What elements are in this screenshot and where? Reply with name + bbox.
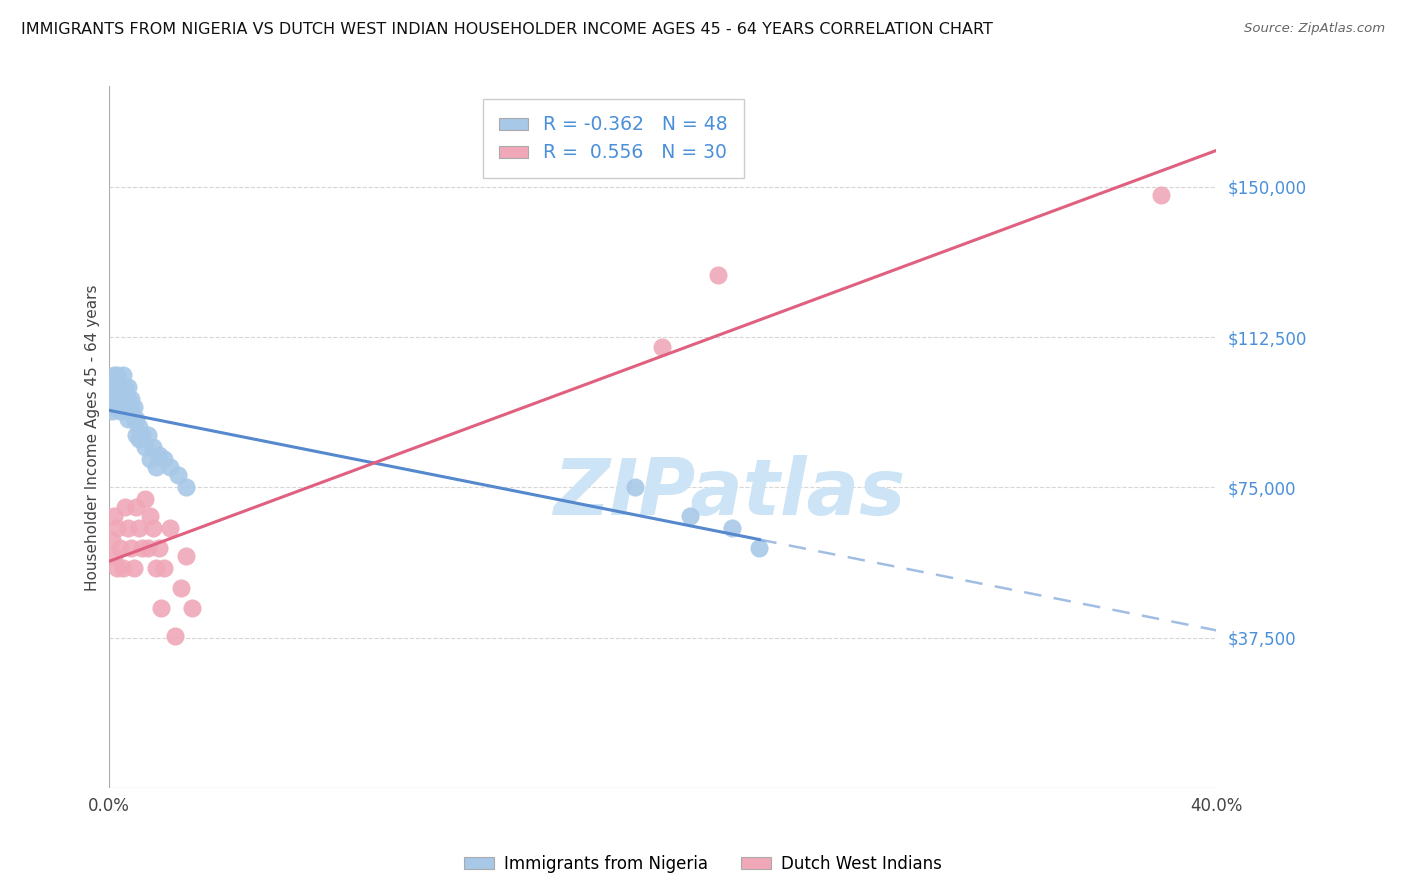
Point bbox=[174, 480, 197, 494]
Point bbox=[111, 560, 134, 574]
Point bbox=[122, 401, 145, 415]
Point bbox=[142, 520, 165, 534]
Point bbox=[103, 401, 125, 415]
Point bbox=[623, 480, 645, 494]
Point bbox=[105, 368, 128, 383]
Point bbox=[108, 541, 131, 555]
Point bbox=[108, 404, 131, 418]
Point bbox=[117, 380, 139, 394]
Point bbox=[103, 549, 125, 563]
Point bbox=[142, 440, 165, 454]
Point bbox=[114, 388, 136, 402]
Point bbox=[105, 520, 128, 534]
Y-axis label: Householder Income Ages 45 - 64 years: Householder Income Ages 45 - 64 years bbox=[86, 284, 100, 591]
Point bbox=[131, 541, 153, 555]
Point bbox=[122, 412, 145, 426]
Point bbox=[103, 392, 125, 407]
Text: IMMIGRANTS FROM NIGERIA VS DUTCH WEST INDIAN HOUSEHOLDER INCOME AGES 45 - 64 YEA: IMMIGRANTS FROM NIGERIA VS DUTCH WEST IN… bbox=[21, 22, 993, 37]
Point bbox=[145, 460, 167, 475]
Point bbox=[136, 428, 159, 442]
Point bbox=[136, 541, 159, 555]
Point bbox=[748, 541, 770, 555]
Point bbox=[122, 560, 145, 574]
Point bbox=[139, 452, 162, 467]
Point bbox=[150, 600, 173, 615]
Point bbox=[651, 340, 673, 354]
Point bbox=[128, 432, 150, 446]
Text: Source: ZipAtlas.com: Source: ZipAtlas.com bbox=[1244, 22, 1385, 36]
Point bbox=[120, 404, 142, 418]
Point bbox=[105, 380, 128, 394]
Point bbox=[148, 448, 170, 462]
Point bbox=[114, 380, 136, 394]
Point bbox=[174, 549, 197, 563]
Point bbox=[111, 401, 134, 415]
Point bbox=[103, 380, 125, 394]
Point bbox=[105, 388, 128, 402]
Point bbox=[180, 600, 202, 615]
Point bbox=[117, 412, 139, 426]
Point bbox=[111, 368, 134, 383]
Point bbox=[153, 560, 176, 574]
Point bbox=[100, 392, 122, 407]
Point bbox=[117, 392, 139, 407]
Point bbox=[679, 508, 702, 523]
Point bbox=[103, 508, 125, 523]
Point bbox=[111, 392, 134, 407]
Point bbox=[117, 520, 139, 534]
Point bbox=[131, 428, 153, 442]
Point bbox=[167, 468, 190, 483]
Legend: Immigrants from Nigeria, Dutch West Indians: Immigrants from Nigeria, Dutch West Indi… bbox=[457, 848, 949, 880]
Point bbox=[148, 541, 170, 555]
Point bbox=[120, 541, 142, 555]
Point bbox=[128, 420, 150, 434]
Point bbox=[139, 508, 162, 523]
Point bbox=[707, 268, 730, 282]
Point bbox=[165, 629, 187, 643]
Point bbox=[159, 460, 181, 475]
Point bbox=[111, 380, 134, 394]
Legend: R = -0.362   N = 48, R =  0.556   N = 30: R = -0.362 N = 48, R = 0.556 N = 30 bbox=[484, 99, 744, 178]
Point bbox=[103, 368, 125, 383]
Point bbox=[153, 452, 176, 467]
Point bbox=[134, 492, 156, 507]
Point bbox=[100, 380, 122, 394]
Point bbox=[117, 401, 139, 415]
Point bbox=[720, 520, 742, 534]
Point bbox=[125, 428, 148, 442]
Point bbox=[108, 380, 131, 394]
Point bbox=[114, 500, 136, 515]
Point bbox=[159, 520, 181, 534]
Point bbox=[105, 560, 128, 574]
Point bbox=[1150, 187, 1173, 202]
Text: ZIPatlas: ZIPatlas bbox=[553, 456, 905, 532]
Point bbox=[125, 500, 148, 515]
Point bbox=[120, 392, 142, 407]
Point bbox=[125, 412, 148, 426]
Point bbox=[108, 392, 131, 407]
Point bbox=[105, 401, 128, 415]
Point bbox=[128, 520, 150, 534]
Point bbox=[100, 533, 122, 547]
Point bbox=[100, 404, 122, 418]
Point bbox=[170, 581, 193, 595]
Point bbox=[145, 560, 167, 574]
Point bbox=[134, 440, 156, 454]
Point bbox=[114, 401, 136, 415]
